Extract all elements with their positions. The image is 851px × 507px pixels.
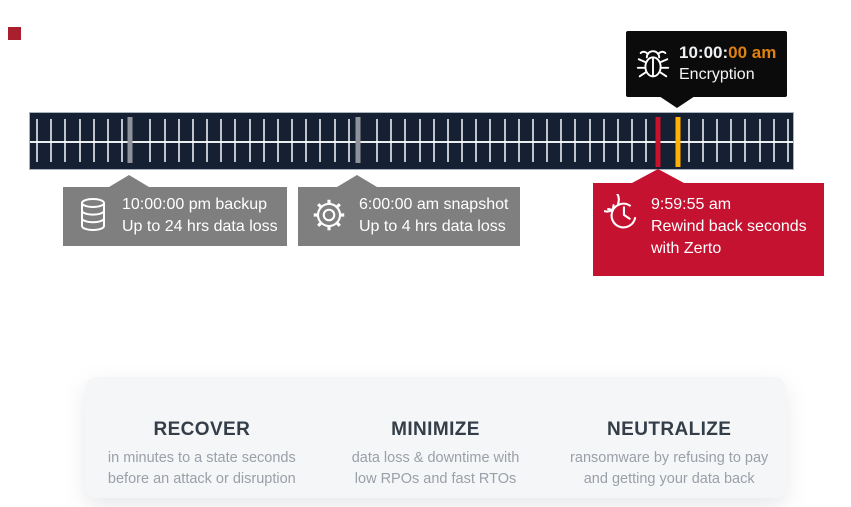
timeline-tick xyxy=(121,119,124,162)
timeline-tick xyxy=(319,119,322,162)
rewind-clock-icon xyxy=(604,194,642,232)
timeline-tick xyxy=(489,119,492,162)
rewind-time-label: 9:59:55 am xyxy=(651,196,732,213)
rewind-brand-label: with Zerto xyxy=(651,240,722,257)
timeline-tick xyxy=(602,119,605,162)
benefit-recover-title: RECOVER xyxy=(153,419,251,440)
rewind-callout: 9:59:55 am Rewind back seconds with Zert… xyxy=(593,169,824,276)
timeline-tick xyxy=(758,119,761,162)
timeline-tick xyxy=(163,119,166,162)
timeline-tick xyxy=(149,119,152,162)
timeline-tick xyxy=(376,119,379,162)
benefit-minimize: MINIMIZE data loss & downtime with low R… xyxy=(319,419,553,490)
encryption-time-highlight: 00 am xyxy=(728,43,777,62)
timeline-tick xyxy=(106,119,109,162)
backup-time-label: 10:00:00 pm backup xyxy=(122,196,267,213)
timeline-tick xyxy=(687,119,690,162)
backup-tick xyxy=(127,117,133,163)
timeline-tick xyxy=(390,119,393,162)
database-icon xyxy=(73,194,113,236)
benefit-recover: RECOVER in minutes to a state seconds be… xyxy=(85,419,319,490)
snapshot-callout: 6:00:00 am snapshot Up to 4 hrs data los… xyxy=(298,175,520,246)
timeline-tick xyxy=(475,119,478,162)
timeline-tick xyxy=(276,119,279,162)
timeline-tick xyxy=(234,119,237,162)
timeline-tick xyxy=(786,119,789,162)
timeline-tick xyxy=(772,119,775,162)
timeline-tick xyxy=(546,119,549,162)
timeline-tick xyxy=(248,119,251,162)
benefit-recover-desc-2: before an attack or disruption xyxy=(107,471,296,487)
timeline-tick xyxy=(347,119,350,162)
benefits-panel: RECOVER in minutes to a state seconds be… xyxy=(85,377,786,498)
benefit-neutralize: NEUTRALIZE ransomware by refusing to pay… xyxy=(552,419,786,490)
timeline-tick xyxy=(574,119,577,162)
timeline-tick xyxy=(50,119,53,162)
timeline-tick xyxy=(206,119,209,162)
timeline-tick xyxy=(418,119,421,162)
encryption-callout: 10:00:00 am Encryption xyxy=(626,31,787,108)
timeline-tick xyxy=(517,119,520,162)
snapshot-tick xyxy=(355,117,361,163)
timeline-tick xyxy=(701,119,704,162)
timeline-tick xyxy=(404,119,407,162)
rewind-callout-pointer xyxy=(632,169,684,183)
timeline-tick xyxy=(744,119,747,162)
timeline-tick xyxy=(616,119,619,162)
timeline-tick xyxy=(730,119,733,162)
encryption-tick xyxy=(675,117,681,167)
timeline-tick xyxy=(262,119,265,162)
timeline-tick xyxy=(645,119,648,162)
timeline-tick xyxy=(446,119,449,162)
rewind-action-label: Rewind back seconds xyxy=(651,218,807,235)
timeline-tick xyxy=(461,119,464,162)
timeline-tick xyxy=(503,119,506,162)
timeline-tick xyxy=(220,119,223,162)
rewind-point-tick xyxy=(655,117,661,167)
gear-icon xyxy=(308,194,350,236)
encryption-time: 10:00:00 am xyxy=(679,42,776,64)
timeline-tick xyxy=(305,119,308,162)
snapshot-callout-pointer xyxy=(337,175,377,187)
bug-icon xyxy=(634,45,672,83)
snapshot-loss-label: Up to 4 hrs data loss xyxy=(359,218,506,235)
encryption-time-prefix: 10:00: xyxy=(679,43,729,62)
benefit-neutralize-title: NEUTRALIZE xyxy=(607,419,732,440)
timeline-tick xyxy=(177,119,180,162)
encryption-callout-pointer xyxy=(659,96,695,108)
benefit-recover-desc-1: in minutes to a state seconds xyxy=(107,450,296,466)
timeline-bar xyxy=(29,112,794,170)
benefit-minimize-desc-1: data loss & downtime with xyxy=(351,450,520,466)
red-marker xyxy=(8,27,21,40)
timeline-tick xyxy=(631,119,634,162)
benefit-neutralize-desc-1: ransomware by refusing to pay xyxy=(570,450,769,466)
timeline-tick xyxy=(531,119,534,162)
benefit-minimize-desc-2: low RPOs and fast RTOs xyxy=(354,471,517,487)
timeline-tick xyxy=(716,119,719,162)
timeline-tick xyxy=(588,119,591,162)
timeline-tick xyxy=(64,119,67,162)
snapshot-time-label: 6:00:00 am snapshot xyxy=(359,196,509,213)
timeline-tick xyxy=(432,119,435,162)
timeline-tick xyxy=(333,119,336,162)
timeline-midline xyxy=(30,141,793,143)
timeline-tick xyxy=(36,119,39,162)
timeline-tick xyxy=(78,119,81,162)
timeline-tick xyxy=(291,119,294,162)
backup-callout-pointer xyxy=(109,175,149,187)
benefit-minimize-title: MINIMIZE xyxy=(391,419,480,440)
backup-callout: 10:00:00 pm backup Up to 24 hrs data los… xyxy=(63,175,287,246)
timeline-tick xyxy=(191,119,194,162)
timeline-tick xyxy=(92,119,95,162)
encryption-label: Encryption xyxy=(679,66,755,83)
benefit-neutralize-desc-2: and getting your data back xyxy=(583,471,755,487)
backup-loss-label: Up to 24 hrs data loss xyxy=(122,218,278,235)
timeline-tick xyxy=(560,119,563,162)
